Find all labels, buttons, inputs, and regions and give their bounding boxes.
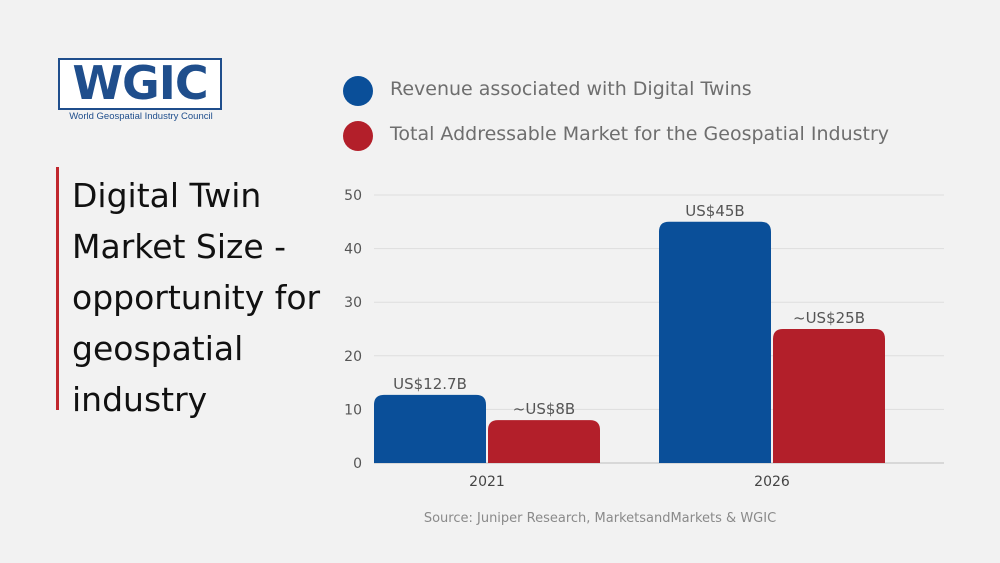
data-label: US$45B — [685, 202, 744, 220]
logo-wordmark: WGIC — [72, 56, 208, 110]
legend-label-tam: Total Addressable Market for the Geospat… — [390, 123, 890, 145]
y-tick-label: 30 — [344, 295, 362, 311]
bar — [488, 420, 600, 463]
source-note: Source: Juniper Research, MarketsandMark… — [423, 511, 777, 526]
data-label: US$12.7B — [393, 375, 467, 393]
y-tick-label: 0 — [353, 456, 362, 472]
bar — [773, 329, 885, 463]
x-tick-label: 2026 — [754, 474, 790, 490]
data-label: ~US$25B — [793, 309, 865, 327]
logo-subtitle: World Geospatial Industry Council — [69, 111, 213, 122]
bar — [374, 394, 486, 463]
y-tick-label: 20 — [344, 349, 362, 365]
title-accent-bar — [56, 167, 59, 410]
wgic-logo: WGIC World Geospatial Industry Council — [58, 58, 224, 124]
y-tick-label: 10 — [344, 402, 362, 418]
legend-swatch-revenue — [343, 76, 373, 106]
x-tick-label: 2021 — [469, 474, 505, 490]
logo-frame — [58, 58, 222, 110]
legend-swatch-tam — [343, 121, 373, 151]
y-tick-label: 40 — [344, 242, 362, 258]
data-label: ~US$8B — [513, 400, 575, 418]
legend-item-revenue: Revenue associated with Digital Twins — [343, 73, 943, 109]
legend-item-tam: Total Addressable Market for the Geospat… — [343, 118, 943, 154]
y-tick-label: 50 — [344, 188, 362, 204]
legend-label-revenue: Revenue associated with Digital Twins — [390, 78, 752, 100]
bar — [659, 221, 771, 463]
page-title: Digital Twin Market Size - opportunity f… — [72, 176, 321, 419]
